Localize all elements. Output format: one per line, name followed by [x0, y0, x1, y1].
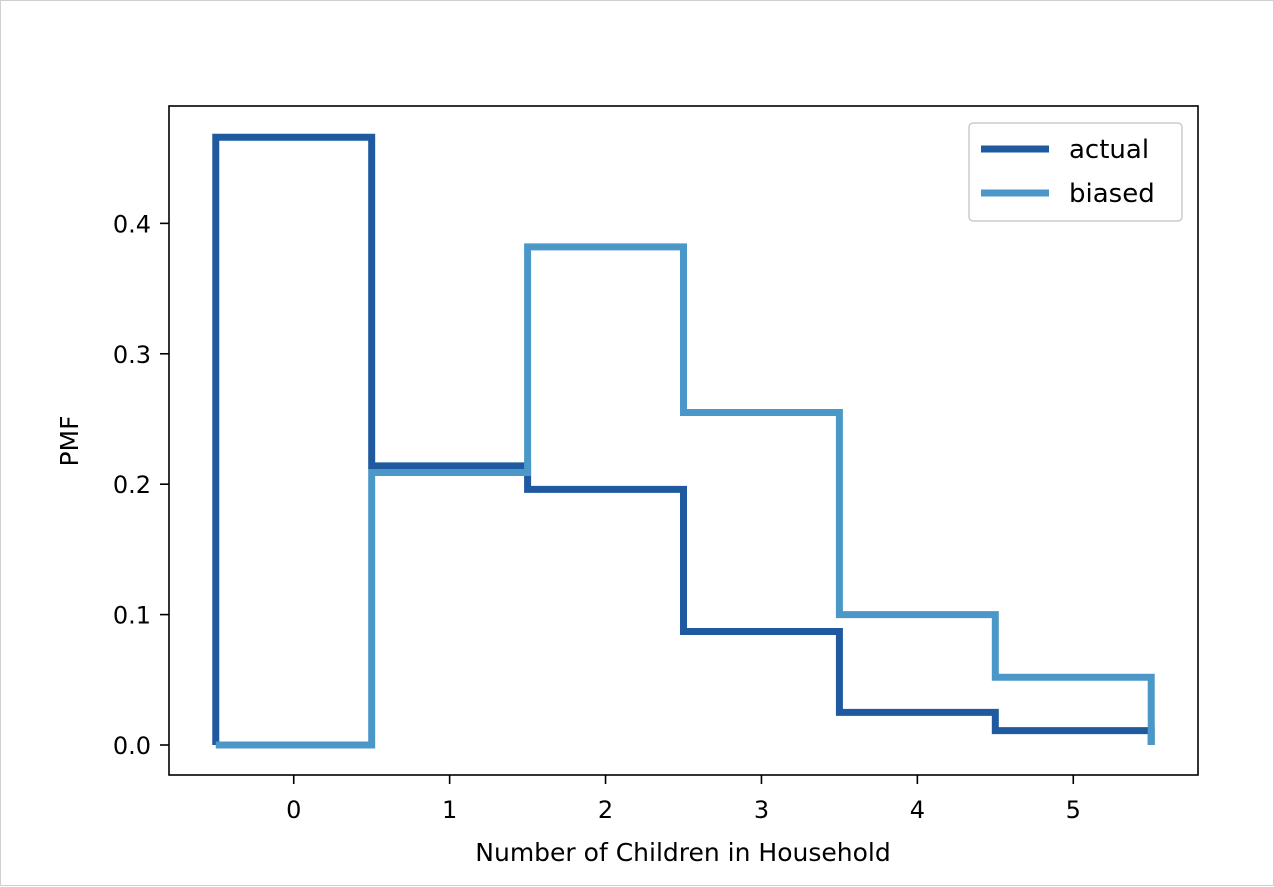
y-tick-label: 0.1	[113, 602, 151, 630]
x-tick-label: 0	[286, 796, 301, 824]
x-axis: 0 1 2 3 4 5	[286, 775, 1081, 824]
y-tick-label: 0.4	[113, 210, 151, 238]
x-tick-label: 3	[754, 796, 769, 824]
legend-label-biased: biased	[1069, 179, 1155, 209]
x-axis-label: Number of Children in Household	[475, 838, 890, 867]
y-tick-label: 0.3	[113, 341, 151, 369]
legend-entries: actual biased	[981, 135, 1155, 209]
x-tick-label: 5	[1066, 796, 1081, 824]
series-layer	[212, 133, 1155, 749]
x-tick-label: 4	[910, 796, 925, 824]
x-tick-label: 2	[598, 796, 613, 824]
y-tick-label: 0.0	[113, 732, 151, 760]
series-line-actual	[212, 133, 1155, 746]
x-tick-label: 1	[442, 796, 457, 824]
series-line-biased	[215, 243, 1155, 749]
legend: actual biased	[968, 122, 1183, 222]
y-axis: 0.0 0.1 0.2 0.3 0.4	[113, 210, 169, 760]
plot-frame	[168, 105, 1199, 776]
y-tick-label: 0.2	[113, 471, 151, 499]
y-axis-label: PMF	[55, 415, 84, 466]
legend-label-actual: actual	[1069, 135, 1149, 165]
